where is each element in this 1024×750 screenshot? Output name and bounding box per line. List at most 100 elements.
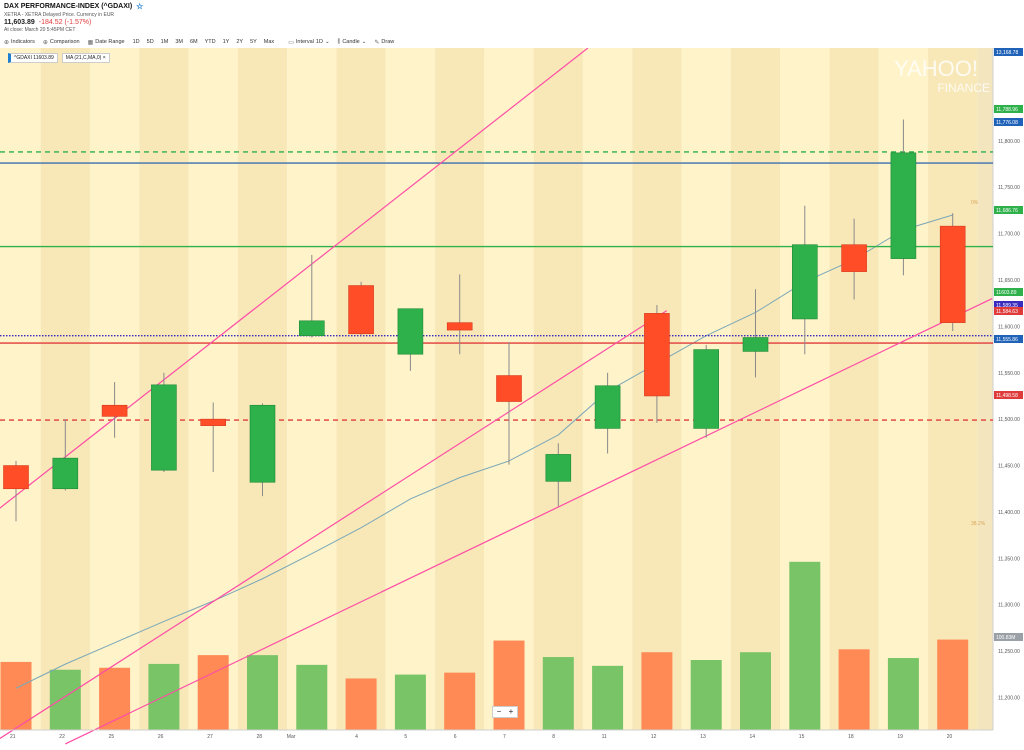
price-tag-label: 11,498.58 — [996, 393, 1018, 399]
range-5d[interactable]: 5D — [146, 39, 154, 45]
day-band — [188, 48, 238, 730]
price-tag-label: 11,589.35 — [996, 303, 1018, 309]
x-tick-label: 15 — [799, 734, 805, 740]
volume-bar — [542, 657, 574, 730]
price-tag — [994, 633, 1023, 641]
y-tick-label: 11,400.00 — [998, 510, 1020, 516]
volume-bar — [937, 639, 969, 730]
day-band — [287, 48, 337, 730]
x-tick-label: 7 — [503, 734, 506, 740]
volume-bar — [592, 665, 624, 730]
candle-body — [890, 152, 917, 259]
interval-button[interactable]: ▭ Interval 1D ⌄ — [288, 39, 329, 46]
candle-button[interactable]: ⫼ Candle ⌄ — [338, 39, 367, 46]
draw-button[interactable]: ✎ Draw — [374, 39, 394, 46]
price-tag — [994, 335, 1023, 343]
legend-ma[interactable]: MA (21,C,MA,0) × — [61, 53, 110, 63]
x-tick-label: 21 — [10, 734, 16, 740]
range-1d[interactable]: 1D — [132, 39, 140, 45]
x-tick-label: 22 — [59, 734, 65, 740]
date-range-button[interactable]: ▦ Date Range — [88, 39, 125, 46]
volume-bar — [394, 674, 426, 730]
range-5y[interactable]: 5Y — [250, 39, 257, 45]
day-band — [237, 48, 288, 730]
day-band — [977, 48, 993, 730]
zoom-out-button[interactable]: − — [496, 707, 502, 716]
price-tag — [994, 118, 1023, 126]
range-2y[interactable]: 2Y — [236, 39, 244, 45]
price-tag — [994, 391, 1023, 399]
price-tag-label: 11603.89 — [996, 290, 1017, 296]
x-tick-label: 8 — [552, 734, 555, 740]
volume-bar — [887, 658, 919, 730]
price-tag — [994, 288, 1023, 296]
range-3m[interactable]: 3M — [175, 39, 183, 45]
candle-body — [446, 322, 473, 331]
day-band — [336, 48, 386, 730]
candle-body — [101, 404, 128, 417]
candle-label: Candle — [342, 39, 360, 45]
draw-label: Draw — [381, 39, 395, 45]
volume-bar — [740, 652, 771, 730]
watermark: YAHOO! — [894, 56, 978, 81]
volume-bar — [49, 669, 81, 730]
y-tick-label: 11,450.00 — [998, 464, 1020, 470]
x-tick-label: 14 — [750, 734, 756, 740]
candle-body — [348, 285, 374, 335]
legend-ma-label: MA (21,C,MA,0) — [65, 55, 102, 61]
volume-bar — [690, 660, 722, 730]
fib-label: 0% — [971, 200, 979, 206]
y-tick-label: 11,700.00 — [998, 232, 1020, 238]
trendline — [0, 310, 668, 740]
y-tick-label: 11,800.00 — [998, 139, 1020, 145]
y-tick-label: 11,200.00 — [998, 696, 1020, 702]
volume-bar — [789, 561, 821, 730]
day-band — [928, 48, 978, 730]
candle-body — [644, 313, 670, 397]
range-1m[interactable]: 1M — [160, 39, 169, 45]
y-tick-label: 11,350.00 — [998, 556, 1020, 562]
y-tick-label: 11,600.00 — [998, 324, 1020, 330]
x-tick-label: 27 — [207, 734, 213, 740]
day-band — [435, 48, 485, 730]
fib-label: 38.2% — [971, 521, 986, 527]
candle-body — [594, 385, 621, 429]
day-band — [385, 48, 436, 730]
date-range-label: Date Range — [95, 39, 125, 45]
price-tag — [994, 48, 1023, 56]
range-1y[interactable]: 1Y — [222, 39, 230, 45]
y-tick-label: 11,650.00 — [998, 278, 1020, 284]
watermark: FINANCE — [937, 81, 990, 95]
candlestick-chart[interactable]: YAHOO!FINANCE 0% 38.2% 11,200.00 11,250.00 11… — [0, 48, 1024, 750]
legend-ticker[interactable]: ^GDAXI 11603.89 — [8, 53, 58, 63]
y-tick-label: 11,250.00 — [998, 649, 1020, 655]
candle-body — [496, 375, 522, 402]
candle-body — [298, 320, 325, 336]
price-tag-label: 100.83M — [996, 635, 1015, 641]
y-tick-label: 11,500.00 — [998, 417, 1020, 423]
price-tag-label: 11,776.08 — [996, 120, 1018, 126]
close-icon[interactable]: × — [102, 55, 106, 61]
comparison-button[interactable]: ⊕ Comparison — [43, 39, 80, 46]
chevron-down-icon: ⌄ — [324, 39, 330, 45]
range-ytd[interactable]: YTD — [204, 39, 216, 45]
range-max[interactable]: Max — [263, 39, 275, 45]
x-tick-label: 5 — [404, 734, 407, 740]
zoom-in-button[interactable]: + — [508, 707, 514, 716]
trendline — [65, 297, 993, 745]
x-tick-label: 28 — [257, 734, 263, 740]
plus-circle-icon: ⊕ — [4, 39, 10, 46]
chart-legend: ^GDAXI 11603.89 MA (21,C,MA,0) × — [8, 53, 110, 63]
pencil-icon: ✎ — [374, 39, 380, 46]
star-icon[interactable]: ☆ — [136, 2, 144, 11]
plus-circle-icon: ⊕ — [42, 39, 48, 46]
price-tag-label: 11,686.76 — [996, 208, 1018, 214]
candle-body — [249, 404, 276, 483]
indicators-button[interactable]: ⊕ Indicators — [4, 39, 35, 46]
x-tick-label: 26 — [158, 734, 164, 740]
range-6m[interactable]: 6M — [189, 39, 198, 45]
calendar-icon: ▦ — [87, 39, 94, 46]
price-tag-label: 11,555.86 — [996, 337, 1018, 343]
candle-body — [791, 244, 818, 320]
indicators-label: Indicators — [11, 39, 35, 45]
